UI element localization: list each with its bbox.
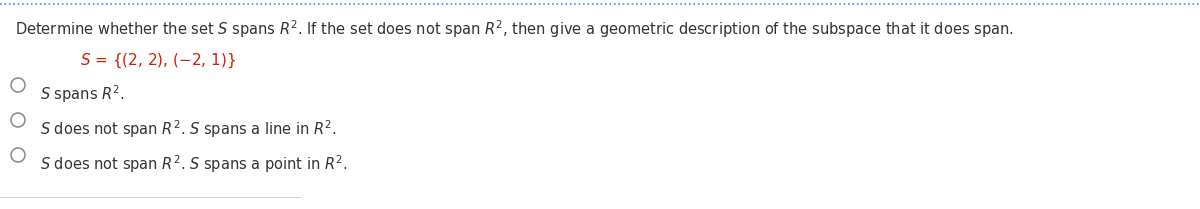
Text: $S$ = {(2, 2), ($-$2, 1)}: $S$ = {(2, 2), ($-$2, 1)}: [80, 52, 236, 70]
Text: $S$ does not span $R^2$. $S$ spans a point in $R^2$.: $S$ does not span $R^2$. $S$ spans a poi…: [40, 153, 348, 175]
Text: $S$ does not span $R^2$. $S$ spans a line in $R^2$.: $S$ does not span $R^2$. $S$ spans a lin…: [40, 118, 337, 140]
Text: $S$ spans $R^2$.: $S$ spans $R^2$.: [40, 83, 125, 105]
Text: Determine whether the set $S$ spans $R^2$. If the set does not span $R^2$, then : Determine whether the set $S$ spans $R^2…: [14, 18, 1014, 40]
